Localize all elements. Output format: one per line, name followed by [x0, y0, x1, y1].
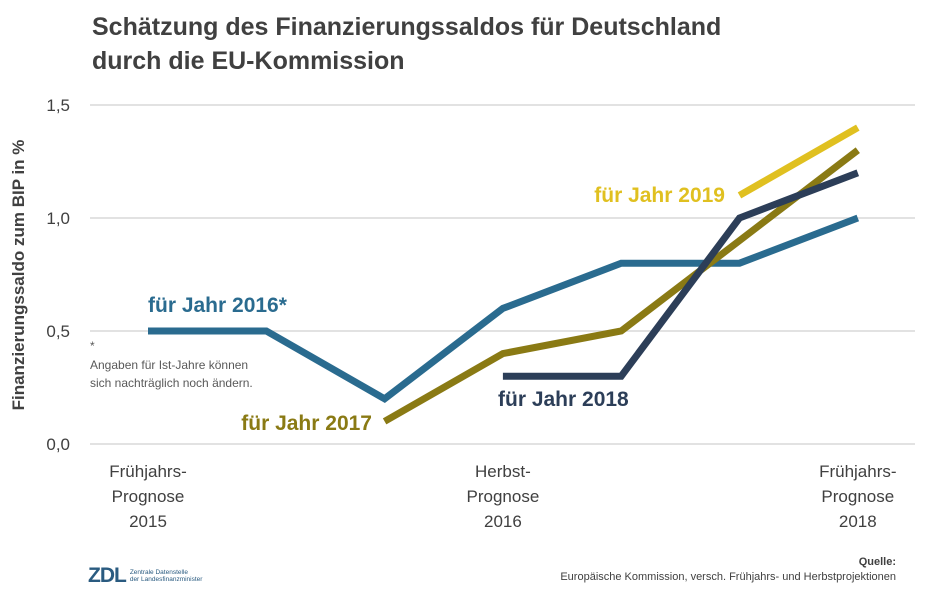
- logo-line1: Zentrale Datenstelle: [129, 568, 188, 576]
- grid-lines: [90, 104, 915, 445]
- source-text: Europäische Kommission, versch. Frühjahr…: [560, 571, 896, 583]
- footnote-line2: sich nachträglich noch ändern.: [90, 376, 253, 390]
- series-label-s2018: für Jahr 2018: [498, 388, 629, 411]
- series-line-s2018: [502, 169, 860, 380]
- chart-title: Schätzung des Finanzierungssaldos für De…: [92, 10, 792, 78]
- y-axis-ticks: 0,0 0,5 1,0 1,5: [46, 96, 70, 454]
- x-tick-label: Herbst-: [475, 462, 531, 481]
- logo-text: Zentrale Datenstelle der Landesfinanzmin…: [130, 569, 230, 584]
- y-tick-label: 1,0: [46, 209, 70, 228]
- series-line-s2016: [148, 214, 860, 403]
- x-tick-label: Frühjahrs-: [109, 462, 186, 481]
- logo-line2: der Landesfinanzminister: [129, 576, 203, 583]
- x-tick-label: Prognose: [112, 487, 185, 506]
- x-tick-label: Prognose: [467, 487, 540, 506]
- x-tick-label: Frühjahrs-: [819, 462, 896, 481]
- footnote-star: *: [90, 339, 95, 353]
- x-axis-ticks: Frühjahrs- Prognose 2015 Herbst- Prognose 201…: [109, 462, 896, 531]
- footnote-line1: Angaben für Ist-Jahre können: [90, 358, 248, 372]
- series-label-s2016: für Jahr 2016*: [148, 294, 288, 317]
- x-tick-label: Prognose: [821, 487, 894, 506]
- x-tick-label: 2015: [129, 512, 167, 531]
- series-label-s2017: für Jahr 2017: [241, 412, 372, 435]
- zdl-logo: ZDL Zentrale Datenstelle der Landesfinan…: [88, 564, 230, 587]
- chart-title-line2: durch die EU-Kommission: [92, 47, 405, 75]
- y-tick-label: 0,0: [46, 435, 70, 454]
- x-tick-label: 2016: [484, 512, 522, 531]
- series-label-s2019: für Jahr 2019: [594, 184, 725, 207]
- y-tick-label: 1,5: [46, 96, 70, 115]
- chart-title-line1: Schätzung des Finanzierungssaldos für De…: [92, 13, 722, 41]
- y-tick-label: 0,5: [46, 322, 70, 341]
- y-axis-label: Finanzierungssaldo zum BIP in %: [9, 140, 28, 411]
- source-label: Quelle:: [858, 556, 896, 568]
- series-labels: für Jahr 2016* für Jahr 2017 für Jahr 2018…: [148, 184, 725, 435]
- logo-mark: ZDL: [88, 564, 127, 587]
- series-line-s2017: [382, 147, 860, 425]
- x-tick-label: 2018: [839, 512, 877, 531]
- series-lines: [148, 124, 860, 425]
- series-line-s2019: [737, 124, 860, 199]
